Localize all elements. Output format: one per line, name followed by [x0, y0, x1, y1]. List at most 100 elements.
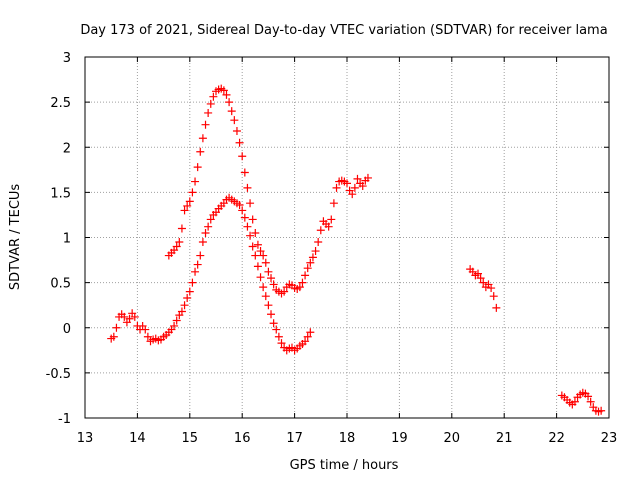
data-point-marker	[246, 231, 255, 240]
data-point-marker	[570, 397, 579, 406]
data-point-marker	[350, 183, 359, 192]
x-tick-label: 23	[601, 431, 618, 446]
data-point-marker	[225, 98, 234, 107]
data-point-marker	[264, 267, 273, 276]
data-point-marker	[177, 307, 186, 316]
data-point-marker	[125, 314, 134, 323]
data-point-marker	[177, 224, 186, 233]
data-point-marker	[487, 284, 496, 293]
data-point-marker	[219, 86, 228, 95]
data-point-marker	[358, 182, 367, 191]
data-point-marker	[143, 332, 152, 341]
data-point-marker	[329, 199, 338, 208]
data-point-marker	[243, 222, 252, 231]
y-tick-label: -1	[58, 412, 71, 427]
data-point-marker	[251, 228, 260, 237]
data-point-marker	[597, 406, 606, 415]
data-point-marker	[185, 197, 194, 206]
x-tick-label: 14	[129, 431, 146, 446]
chart-title: Day 173 of 2021, Sidereal Day-to-day VTE…	[80, 23, 607, 38]
data-point-marker	[253, 240, 262, 249]
data-point-marker	[112, 323, 121, 332]
data-point-marker	[172, 242, 181, 251]
x-tick-label: 15	[182, 431, 199, 446]
data-point-marker	[479, 278, 488, 287]
y-tick-label: 3	[63, 51, 71, 66]
data-point-marker	[256, 247, 265, 256]
data-point-marker	[267, 274, 276, 283]
data-point-marker	[243, 183, 252, 192]
data-point-marker	[261, 292, 270, 301]
data-point-marker	[193, 260, 202, 269]
data-point-marker	[191, 177, 200, 186]
data-point-marker	[251, 251, 260, 260]
data-point-marker	[109, 332, 118, 341]
data-point-marker	[185, 287, 194, 296]
y-tick-label: -0.5	[46, 367, 71, 382]
data-point-marker	[248, 242, 257, 251]
data-point-marker	[324, 222, 333, 231]
data-point-marker	[280, 287, 289, 296]
data-point-marker	[188, 188, 197, 197]
data-point-marker	[240, 168, 249, 177]
data-point-marker	[248, 215, 257, 224]
data-point-marker	[180, 206, 189, 215]
data-point-marker	[306, 328, 315, 337]
data-point-marker	[259, 283, 268, 292]
data-point-marker	[264, 301, 273, 310]
data-point-marker	[198, 134, 207, 143]
data-point-marker	[353, 174, 362, 183]
data-point-marker	[476, 274, 485, 283]
x-tick-label: 16	[234, 431, 251, 446]
data-point-marker	[363, 173, 372, 182]
data-point-marker	[267, 310, 276, 319]
data-point-marker	[120, 312, 129, 321]
data-point-marker	[238, 206, 247, 215]
data-point-marker	[586, 397, 595, 406]
data-point-marker	[253, 262, 262, 271]
data-point-marker	[201, 120, 210, 129]
data-point-marker	[227, 107, 236, 116]
data-point-marker	[180, 301, 189, 310]
data-point-marker	[246, 199, 255, 208]
data-point-marker	[332, 183, 341, 192]
data-point-marker	[193, 163, 202, 172]
data-point-marker	[272, 325, 281, 334]
data-point-marker	[301, 271, 310, 280]
data-point-marker	[303, 264, 312, 273]
data-point-marker	[183, 201, 192, 210]
ticks: 13 14 15 16 17 18 19 20 21 22 23 -1 -0.5 0 0.5 1 1.5 2 2.5…	[46, 51, 618, 446]
data-point-marker	[492, 303, 501, 312]
data-point-marker	[316, 226, 325, 235]
data-point-marker	[238, 152, 247, 161]
y-tick-label: 0	[63, 322, 71, 337]
data-point-marker	[343, 179, 351, 188]
data-marks	[107, 84, 606, 416]
data-point-marker	[222, 90, 231, 99]
x-axis-label: GPS time / hours	[290, 458, 399, 473]
data-point-marker	[235, 138, 244, 147]
data-point-marker	[230, 116, 239, 125]
series	[466, 265, 501, 312]
data-point-marker	[206, 99, 215, 108]
data-point-marker	[308, 253, 317, 262]
data-point-marker	[201, 228, 210, 237]
y-tick-label: 2.5	[50, 96, 71, 111]
data-point-marker	[198, 238, 207, 247]
data-point-marker	[314, 238, 323, 247]
y-tick-label: 1.5	[50, 186, 71, 201]
data-point-marker	[196, 251, 205, 260]
x-tick-label: 18	[339, 431, 356, 446]
data-point-marker	[306, 258, 315, 267]
series	[557, 388, 606, 416]
data-point-marker	[204, 222, 213, 231]
data-point-marker	[209, 92, 218, 101]
grid	[85, 57, 609, 418]
data-point-marker	[256, 273, 265, 282]
data-point-marker	[327, 215, 336, 224]
x-tick-label: 20	[444, 431, 461, 446]
data-point-marker	[172, 316, 181, 325]
x-tick-label: 21	[496, 431, 513, 446]
y-tick-label: 1	[63, 232, 71, 247]
